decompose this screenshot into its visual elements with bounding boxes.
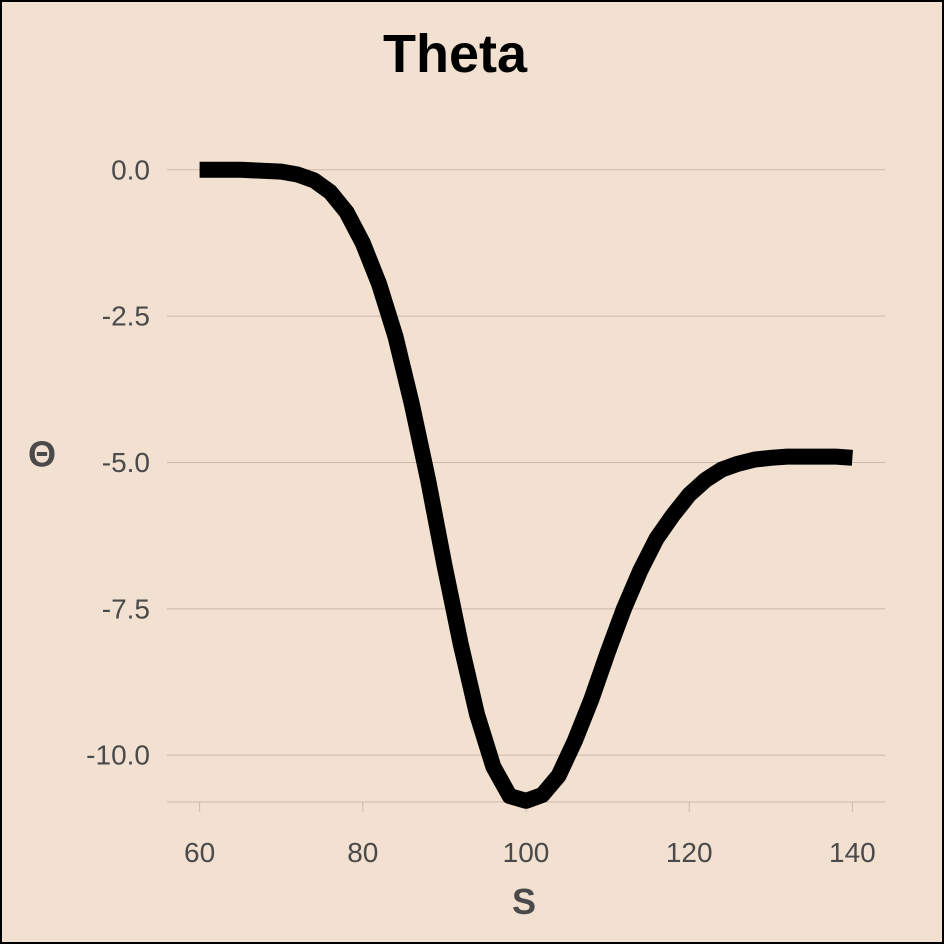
x-tick-label: 60 [184, 837, 215, 868]
x-tick-label: 140 [829, 837, 876, 868]
y-tick-label: 0.0 [111, 154, 150, 185]
y-axis-title: Θ [28, 434, 56, 475]
axis-layer: 0.0 -2.5 -5.0 -7.5 -10.0 60 80 100 120 140 [86, 154, 885, 868]
x-tick-label: 100 [503, 837, 550, 868]
series-line [199, 161, 853, 809]
chart-title: Theta [383, 24, 528, 84]
y-tick-label: -10.0 [86, 740, 150, 771]
x-tick-label: 120 [666, 837, 713, 868]
x-tick-label: 80 [347, 837, 378, 868]
y-tick-label: -5.0 [102, 447, 150, 478]
series-layer [199, 161, 853, 809]
x-axis-title: S [512, 881, 536, 922]
y-tick-label: -7.5 [102, 593, 150, 624]
y-tick-label: -2.5 [102, 301, 150, 332]
grid-layer [167, 169, 885, 756]
